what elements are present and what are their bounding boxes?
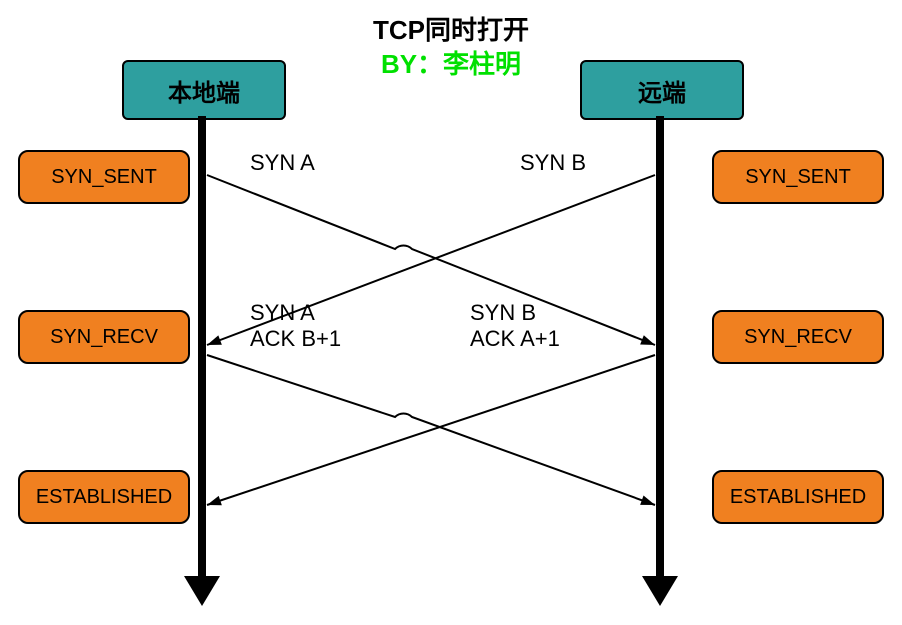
- header-remote: 远端: [580, 60, 744, 120]
- state-label: ESTABLISHED: [36, 486, 172, 509]
- state-l-syn-sent: SYN_SENT: [18, 150, 190, 204]
- diagram-title: TCP同时打开: [0, 10, 902, 47]
- state-l-established: ESTABLISHED: [18, 470, 190, 524]
- state-label: SYN_RECV: [744, 326, 852, 349]
- message-label-syn-a: SYN A: [250, 150, 315, 176]
- diagram-canvas: TCP同时打开 BY：李柱明 本地端 远端 SYN_SENTSYN_RECVES…: [0, 0, 902, 625]
- state-r-syn-recv: SYN_RECV: [712, 310, 884, 364]
- header-local: 本地端: [122, 60, 286, 120]
- state-label: SYN_SENT: [51, 166, 157, 189]
- message-label-syn-b: SYN B: [520, 150, 586, 176]
- header-local-label: 本地端: [168, 73, 240, 108]
- state-label: SYN_SENT: [745, 166, 851, 189]
- state-label: ESTABLISHED: [730, 486, 866, 509]
- state-label: SYN_RECV: [50, 326, 158, 349]
- message-label-syn-b-ack-a: SYN B ACK A+1: [470, 300, 560, 352]
- header-remote-label: 远端: [638, 73, 686, 108]
- state-r-established: ESTABLISHED: [712, 470, 884, 524]
- message-label-syn-a-ack-b: SYN A ACK B+1: [250, 300, 341, 352]
- state-r-syn-sent: SYN_SENT: [712, 150, 884, 204]
- state-l-syn-recv: SYN_RECV: [18, 310, 190, 364]
